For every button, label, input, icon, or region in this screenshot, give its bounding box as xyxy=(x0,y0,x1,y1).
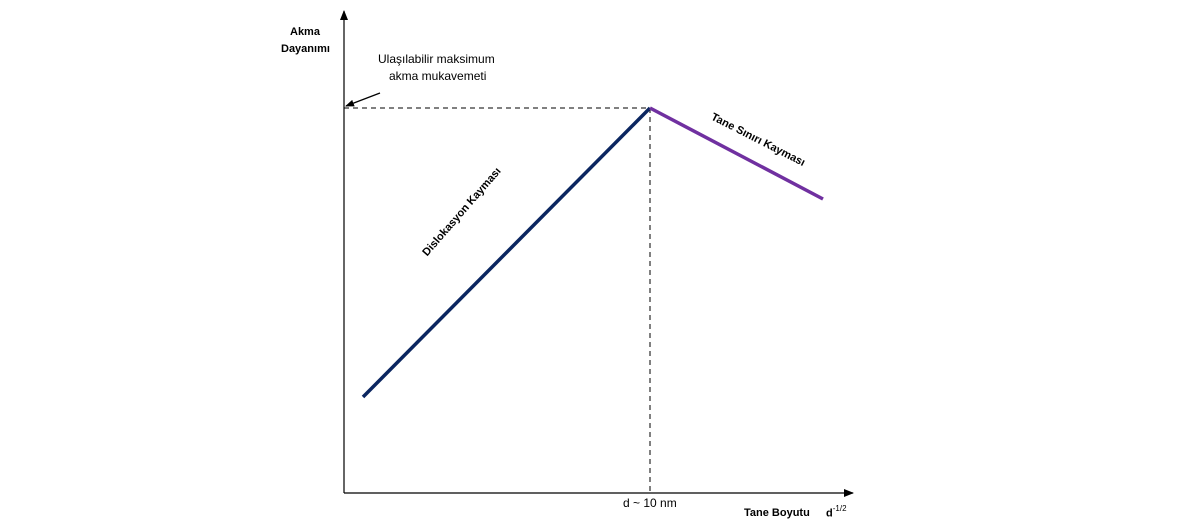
dislocation-slip-line xyxy=(361,106,652,399)
y-axis-label-line1: Akma xyxy=(290,26,320,38)
x-tick-label: d ~ 10 nm xyxy=(623,496,677,510)
annotation-line2: akma mukavemeti xyxy=(389,69,487,83)
annotation-line1: Ulaşılabilir maksimum xyxy=(378,52,495,66)
x-axis-unit: d-1/2 xyxy=(826,504,847,520)
annotation-arrow xyxy=(345,92,381,107)
grain-boundary-slip-line xyxy=(649,106,824,201)
x-axis-unit-exponent: -1/2 xyxy=(832,504,847,513)
x-axis-label: Tane Boyutu xyxy=(744,507,810,519)
y-axis-label-line2: Dayanımı xyxy=(281,43,330,55)
x-axis-unit-base: d xyxy=(826,507,833,520)
